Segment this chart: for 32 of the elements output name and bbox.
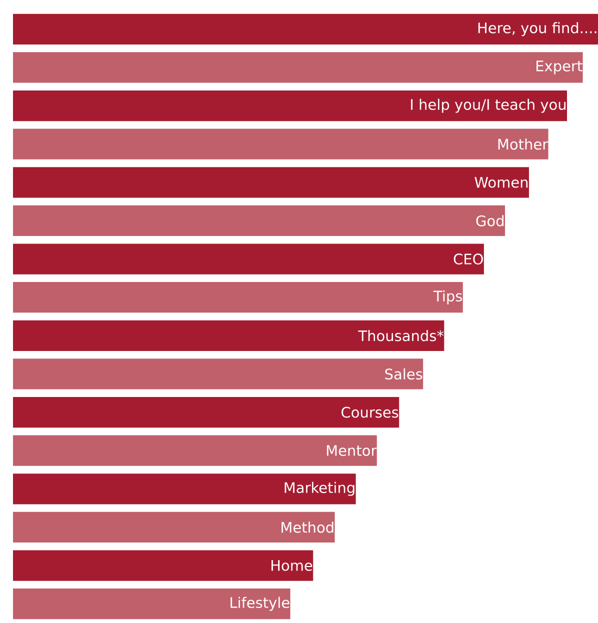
bar bbox=[13, 320, 444, 351]
bar bbox=[13, 14, 598, 44]
bar bbox=[13, 282, 463, 313]
bar bbox=[13, 90, 567, 122]
y-tick-label: Thousands* bbox=[358, 330, 444, 342]
y-tick-label: Home bbox=[272, 560, 312, 571]
bar bbox=[13, 512, 335, 543]
y-tick-label: Method bbox=[282, 522, 334, 533]
bar bbox=[13, 588, 290, 620]
bar bbox=[13, 396, 400, 428]
y-tick-label: Mentor bbox=[326, 445, 377, 456]
y-tick-label: Sales bbox=[385, 368, 422, 380]
y-tick-label: CEO bbox=[454, 254, 483, 265]
bar bbox=[13, 128, 548, 160]
y-tick-label: Women bbox=[474, 177, 528, 188]
bar bbox=[13, 167, 529, 198]
bar bbox=[13, 358, 424, 390]
bar bbox=[13, 474, 356, 504]
bar bbox=[13, 52, 583, 83]
bar bbox=[13, 435, 377, 466]
y-tick-label: Lifestyle bbox=[230, 596, 290, 611]
bar bbox=[13, 550, 314, 581]
bar bbox=[13, 205, 505, 236]
y-tick-label: Mother bbox=[498, 138, 548, 150]
y-tick-label: Courses bbox=[342, 406, 398, 418]
bar bbox=[13, 244, 484, 274]
y-tick-label: I help you/I teach you bbox=[411, 98, 566, 113]
y-tick-label: God bbox=[476, 215, 504, 226]
y-tick-label: Tips bbox=[433, 290, 462, 304]
y-tick-label: Expert bbox=[536, 60, 582, 74]
y-tick-label: Marketing bbox=[284, 482, 354, 496]
y-tick-label: Here, you find.... bbox=[478, 22, 596, 36]
